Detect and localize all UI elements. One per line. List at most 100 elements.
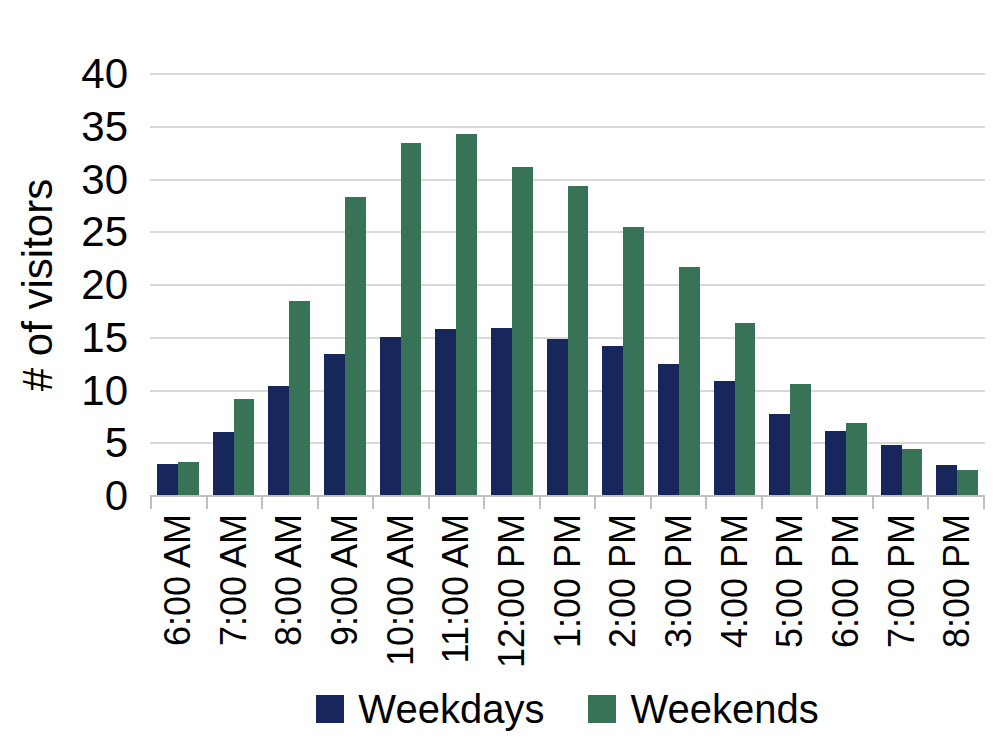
tick-mark-cell (317, 496, 373, 509)
weekends-bar (568, 186, 589, 496)
weekends-bar (957, 470, 978, 496)
legend-item-weekdays: Weekdays (316, 689, 544, 729)
x-tick-label: 11:00 AM (438, 514, 474, 663)
tick-mark-cell (705, 496, 761, 509)
weekdays-bar (881, 445, 902, 496)
weekdays-bar (157, 464, 178, 496)
tick-mark-cell (150, 496, 206, 509)
tick-mark-cell (206, 496, 262, 509)
legend-item-weekends: Weekends (588, 689, 818, 729)
weekdays-bar (491, 328, 512, 496)
tick-mark-cell (539, 496, 595, 509)
tick-mark-cell (927, 496, 985, 509)
weekends-bar (345, 197, 366, 496)
bar-group-8-00-pm (929, 74, 985, 496)
weekends-bar (679, 267, 700, 496)
x-label-cell: 5:00 PM (762, 514, 818, 682)
weekdays-bar (658, 364, 679, 496)
tick-mark-cell (428, 496, 484, 509)
bars-layer (150, 74, 985, 496)
tick-mark-cell (372, 496, 428, 509)
bar-group-2-00-pm (595, 74, 651, 496)
bar-group-12-00-pm (484, 74, 540, 496)
x-tick-label: 6:00 AM (160, 514, 196, 646)
bar-chart: # of visitors 0510152025303540 6:00 AM7:… (0, 0, 1000, 750)
weekdays-bar (213, 432, 234, 496)
bar-group-4-00-pm (707, 74, 763, 496)
x-label-cell: 8:00 PM (929, 514, 985, 682)
x-label-cell: 6:00 AM (150, 514, 206, 682)
x-label-cell: 7:00 PM (874, 514, 930, 682)
weekdays-bar (602, 346, 623, 496)
x-axis-tick-labels: 6:00 AM 7:00 AM 8:00 AM 9:00 AM 10:00 AM11:0… (150, 514, 985, 682)
tick-mark-cell (872, 496, 928, 509)
x-tick-label: 5:00 PM (772, 514, 808, 648)
bar-group-9-00-am (317, 74, 373, 496)
tick-mark-cell (261, 496, 317, 509)
tick-mark-cell (594, 496, 650, 509)
weekdays-bar (936, 465, 957, 496)
weekdays-bar (268, 386, 289, 496)
y-axis-tick-labels: 0510152025303540 (0, 74, 128, 496)
bar-group-1-00-pm (540, 74, 596, 496)
x-axis-tick-marks (150, 496, 985, 509)
weekdays-bar (435, 329, 456, 496)
bar-group-5-00-pm (762, 74, 818, 496)
y-tick-label-20: 20 (81, 264, 128, 306)
x-tick-label: 9:00 AM (327, 514, 363, 646)
bar-group-7-00-pm (874, 74, 930, 496)
weekends-bar (234, 399, 255, 496)
legend-label-weekdays: Weekdays (358, 689, 544, 729)
y-tick-label-25: 25 (81, 211, 128, 253)
x-label-cell: 10:00 AM (373, 514, 429, 682)
tick-mark-cell (650, 496, 706, 509)
x-label-cell: 8:00 AM (261, 514, 317, 682)
weekdays-bar (825, 431, 846, 496)
tick-mark-cell (816, 496, 872, 509)
y-tick-label-35: 35 (81, 106, 128, 148)
y-tick-label-10: 10 (81, 370, 128, 412)
x-label-cell: 4:00 PM (707, 514, 763, 682)
weekends-bar (790, 384, 811, 496)
bar-group-6-00-pm (818, 74, 874, 496)
x-label-cell: 9:00 AM (317, 514, 373, 682)
bar-group-11-00-am (428, 74, 484, 496)
weekdays-bar (380, 337, 401, 496)
x-tick-label: 4:00 PM (717, 514, 753, 648)
x-label-cell: 3:00 PM (651, 514, 707, 682)
weekends-bar (623, 227, 644, 496)
x-tick-label: 7:00 PM (884, 514, 920, 648)
x-tick-label: 2:00 PM (605, 514, 641, 648)
bar-group-6-00-am (150, 74, 206, 496)
weekends-bar (289, 301, 310, 496)
plot-area (150, 74, 985, 496)
bar-group-3-00-pm (651, 74, 707, 496)
weekends-bar (456, 134, 477, 496)
x-tick-label: 8:00 AM (271, 514, 307, 646)
x-tick-label: 1:00 PM (550, 514, 586, 648)
x-label-cell: 2:00 PM (595, 514, 651, 682)
bar-group-8-00-am (261, 74, 317, 496)
x-tick-label: 8:00 PM (939, 514, 975, 648)
bar-group-10-00-am (373, 74, 429, 496)
x-tick-label: 12:00 PM (494, 514, 530, 668)
y-tick-label-0: 0 (105, 475, 128, 517)
legend: Weekdays Weekends (150, 684, 985, 734)
tick-mark-cell (483, 496, 539, 509)
weekdays-swatch-icon (316, 695, 344, 723)
legend-label-weekends: Weekends (630, 689, 818, 729)
x-label-cell: 6:00 PM (818, 514, 874, 682)
weekends-bar (902, 449, 923, 496)
weekends-bar (512, 167, 533, 496)
tick-mark-cell (761, 496, 817, 509)
x-tick-label: 7:00 AM (216, 514, 252, 646)
y-tick-label-5: 5 (105, 422, 128, 464)
y-tick-label-30: 30 (81, 159, 128, 201)
x-tick-label: 6:00 PM (828, 514, 864, 648)
weekdays-bar (714, 381, 735, 496)
weekends-swatch-icon (588, 695, 616, 723)
x-label-cell: 11:00 AM (428, 514, 484, 682)
x-label-cell: 7:00 AM (206, 514, 262, 682)
weekdays-bar (324, 354, 345, 496)
bar-group-7-00-am (206, 74, 262, 496)
